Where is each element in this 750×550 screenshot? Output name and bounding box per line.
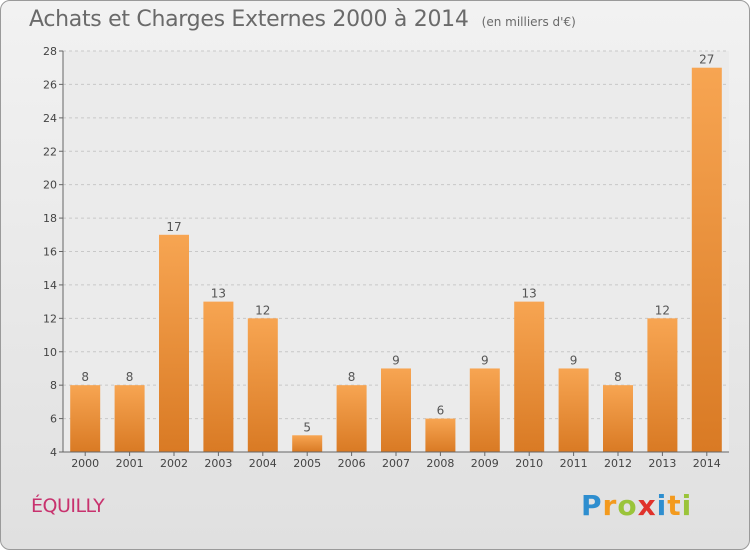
bar [336, 385, 367, 452]
bar [114, 385, 145, 452]
bar [469, 368, 500, 452]
bar-value-label: 9 [481, 353, 489, 367]
y-tick-label: 20 [43, 179, 57, 192]
y-tick-label: 4 [50, 446, 57, 459]
x-tick-label: 2012 [604, 457, 632, 470]
logo-letter: r [602, 489, 618, 522]
bar [603, 385, 633, 452]
y-tick-label: 18 [43, 212, 57, 225]
chart-title-unit: (en milliers d'€) [481, 15, 576, 29]
bar-value-label: 9 [570, 353, 578, 367]
bar [425, 418, 456, 452]
bars: 8 8 17 13 12 5 8 9 6 9 13 9 8 12 27 [70, 53, 722, 452]
x-tick-label: 2013 [648, 457, 676, 470]
x-tick-label: 2008 [426, 457, 454, 470]
x-tick-label: 2009 [471, 457, 499, 470]
x-tick-label: 2002 [160, 457, 188, 470]
commune-name: ÉQUILLY [31, 495, 105, 517]
y-tick-label: 24 [43, 112, 57, 125]
x-tick-label: 2007 [382, 457, 410, 470]
x-tick-label: 2014 [693, 457, 721, 470]
bar-value-label: 13 [211, 287, 226, 301]
bar [292, 435, 323, 452]
bar [70, 385, 101, 452]
logo-letter: i [681, 489, 693, 522]
bar-value-label: 9 [392, 353, 400, 367]
bar-value-label: 17 [166, 220, 181, 234]
proxiti-logo: Proxiti [581, 489, 692, 522]
bar-value-label: 13 [522, 287, 537, 301]
bar-value-label: 8 [126, 370, 134, 384]
y-tick-label: 8 [50, 379, 57, 392]
x-tick-label: 2000 [71, 457, 99, 470]
y-tick-label: 6 [50, 413, 57, 426]
chart-title: Achats et Charges Externes 2000 à 2014 (… [29, 7, 576, 32]
logo-letter: x [637, 489, 657, 522]
axes: 4 6 8 10 12 14 16 18 20 22 24 26 28 2000 2001 2002 2003 2… [43, 45, 729, 470]
logo-letter: o [617, 489, 638, 522]
logo-letter: P [581, 489, 603, 522]
y-tick-label: 12 [43, 312, 57, 325]
x-tick-label: 2011 [560, 457, 588, 470]
x-tick-label: 2010 [515, 457, 543, 470]
bar [381, 368, 411, 452]
y-tick-label: 10 [43, 346, 57, 359]
logo-letter: i [656, 489, 668, 522]
y-tick-label: 28 [43, 45, 57, 58]
bar-value-label: 5 [303, 420, 311, 434]
y-tick-label: 26 [43, 78, 57, 91]
x-tick-label: 2004 [249, 457, 277, 470]
bar [159, 234, 189, 452]
y-tick-label: 16 [43, 246, 57, 259]
x-tick-label: 2001 [116, 457, 144, 470]
y-tick-label: 22 [43, 145, 57, 158]
x-tick-label: 2005 [293, 457, 321, 470]
bar [647, 318, 678, 452]
bar [558, 368, 589, 452]
logo-letter: t [667, 489, 682, 522]
bar-value-label: 12 [655, 303, 670, 317]
bar-value-label: 8 [81, 370, 89, 384]
bar [247, 318, 278, 452]
bar [691, 67, 722, 452]
bar [514, 301, 545, 452]
bar-value-label: 8 [614, 370, 622, 384]
bar-value-label: 27 [699, 53, 714, 67]
y-tick-label: 14 [43, 279, 57, 292]
bar [203, 301, 234, 452]
bar-value-label: 12 [255, 303, 270, 317]
x-tick-label: 2003 [204, 457, 232, 470]
x-tick-label: 2006 [338, 457, 366, 470]
bar-value-label: 6 [437, 404, 445, 418]
bar-value-label: 8 [348, 370, 356, 384]
chart-title-main: Achats et Charges Externes 2000 à 2014 [29, 7, 469, 32]
